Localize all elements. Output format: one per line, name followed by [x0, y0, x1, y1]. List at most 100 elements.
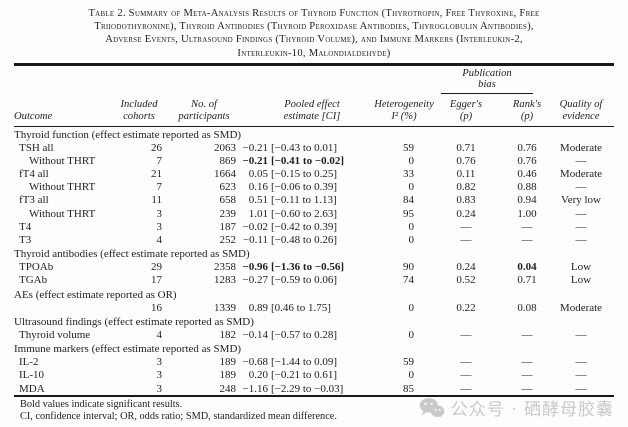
participants-cell: 2063 [214, 142, 236, 155]
section-row: Thyroid antibodies (effect estimate repo… [14, 248, 614, 261]
outcome-cell: T3 [19, 233, 32, 246]
section-row: AEs (effect estimate reported as OR) [14, 289, 614, 302]
ranks-p-cell: 0.46 [517, 168, 537, 181]
heterogeneity-cell: 0 [408, 181, 415, 194]
ranks-p-cell: 0.76 [517, 155, 537, 168]
participants-cell: 187 [219, 220, 237, 233]
quality-cell: Very low [560, 194, 602, 207]
section-label: AEs (effect estimate reported as OR) [14, 288, 177, 301]
eggers-p-cell: — [460, 382, 472, 395]
eggers-p-cell: 0.76 [456, 155, 476, 168]
footnote-bold-values: Bold values indicate significant results… [20, 399, 183, 410]
effect-value: −0.02 [242, 220, 268, 233]
effect-value: −1.16 [242, 382, 268, 395]
confidence-interval: [−0.06 to 0.39] [271, 181, 338, 194]
header-rule [14, 126, 614, 128]
effect-value: 0.20 [248, 369, 268, 382]
effect-value: 1.01 [248, 207, 268, 220]
ranks-p-cell: — [521, 233, 533, 246]
effect-estimate-cell: 0.20 [−0.21 to 0.61] [242, 369, 382, 382]
effect-estimate-cell: −0.02 [−0.42 to 0.39] [242, 221, 382, 234]
effect-estimate-cell: 0.89 [0.46 to 1.75] [242, 302, 382, 315]
outcome-cell: TSH all [19, 142, 54, 155]
eggers-p-cell: — [460, 233, 472, 246]
outcome-cell: fT4 all [19, 168, 49, 181]
effect-value: −0.21 [242, 155, 268, 168]
effect-value: −0.21 [242, 142, 268, 155]
quality-cell: — [575, 207, 587, 220]
confidence-interval: [−2.29 to −0.03] [271, 382, 344, 395]
effect-estimate-cell: −0.21 [−0.41 to −0.02] [242, 155, 382, 168]
cohorts-cell: 7 [156, 181, 163, 194]
heterogeneity-cell: 90 [403, 261, 414, 274]
quality-cell: — [575, 356, 587, 369]
table-title: Table 2. Summary of Meta-Analysis Result… [88, 8, 540, 59]
table-body: Thyroid function (effect estimate report… [14, 129, 614, 396]
effect-estimate-cell: −0.14 [−0.57 to 0.28] [242, 329, 382, 342]
heterogeneity-cell: 0 [408, 155, 415, 168]
confidence-interval: [−0.48 to 0.26] [271, 233, 338, 246]
column-header-effect: Pooled effect estimate [CI] [283, 99, 341, 122]
eggers-p-cell: 0.82 [456, 181, 476, 194]
quality-cell: Moderate [559, 168, 603, 181]
confidence-interval: [−0.11 to 1.13] [271, 194, 337, 207]
effect-estimate-cell: 0.51 [−0.11 to 1.13] [242, 194, 382, 207]
confidence-interval: [−0.60 to 2.63] [271, 207, 338, 220]
table-row: 16 1339 0.89 [0.46 to 1.75] 0 0.22 0.08 Moderat… [14, 302, 614, 315]
cohorts-cell: 21 [151, 168, 162, 181]
eggers-p-cell: 0.83 [456, 194, 476, 207]
section-label: Immune markers (effect estimate reported… [14, 343, 242, 356]
participants-cell: 1339 [214, 301, 236, 314]
outcome-cell [14, 302, 112, 315]
effect-estimate-cell: −0.21 [−0.43 to 0.01] [242, 142, 382, 155]
effect-estimate-cell: −0.11 [−0.48 to 0.26] [242, 234, 382, 247]
cohorts-cell: 3 [156, 382, 163, 395]
heterogeneity-cell: 0 [408, 369, 415, 382]
column-header-heterogeneity: Heterogeneity I² (%) [374, 99, 434, 122]
ranks-p-cell: 0.88 [517, 181, 537, 194]
ranks-p-cell: — [521, 328, 533, 341]
eggers-p-cell: — [460, 328, 472, 341]
section-row: Thyroid function (effect estimate report… [14, 129, 614, 142]
outcome-cell: IL-10 [19, 369, 45, 382]
quality-cell: — [575, 382, 587, 395]
outcome-cell: T4 [19, 220, 32, 233]
eggers-p-cell: 0.11 [456, 168, 476, 181]
outcome-cell: MDA [19, 382, 45, 395]
confidence-interval: [−0.59 to 0.06] [271, 274, 338, 287]
section-row: Ultrasound findings (effect estimate rep… [14, 316, 614, 329]
participants-cell: 248 [219, 382, 237, 395]
heterogeneity-cell: 84 [403, 194, 414, 207]
effect-estimate-cell: −0.27 [−0.59 to 0.06] [242, 274, 382, 287]
heterogeneity-cell: 74 [403, 274, 414, 287]
participants-cell: 1664 [214, 168, 236, 181]
heterogeneity-cell: 59 [403, 142, 414, 155]
confidence-interval: [−1.44 to 0.09] [271, 356, 338, 369]
section-label: Thyroid function (effect estimate report… [14, 129, 242, 141]
cohorts-cell: 4 [156, 233, 163, 246]
outcome-cell: Without THRT [29, 181, 96, 194]
table-row: T4 3 187 −0.02 [−0.42 to 0.39] 0 — — — [14, 221, 614, 234]
heterogeneity-cell: 0 [408, 233, 415, 246]
participants-cell: 623 [219, 181, 237, 194]
effect-estimate-cell: 0.05 [−0.15 to 0.25] [242, 168, 382, 181]
outcome-cell: Without THRT [29, 155, 96, 168]
heterogeneity-cell: 0 [408, 301, 415, 314]
heterogeneity-cell: 0 [408, 328, 415, 341]
table-row: TGAb 17 1283 −0.27 [−0.59 to 0.06] 74 0.52 0.71… [14, 274, 614, 287]
confidence-interval: [−0.43 to 0.01] [271, 142, 338, 155]
quality-cell: — [575, 328, 587, 341]
confidence-interval: [0.46 to 1.75] [271, 301, 331, 314]
eggers-p-cell: — [460, 220, 472, 233]
quality-cell: Low [570, 261, 592, 274]
ranks-p-cell: 1.00 [517, 207, 537, 220]
ranks-p-cell: 0.04 [517, 261, 537, 274]
quality-cell: Low [570, 274, 592, 287]
outcome-cell: Without THRT [29, 207, 96, 220]
cohorts-cell: 4 [156, 328, 163, 341]
effect-estimate-cell: −0.68 [−1.44 to 0.09] [242, 356, 382, 369]
confidence-interval: [−0.15 to 0.25] [271, 168, 338, 181]
quality-cell: Moderate [559, 301, 603, 314]
table-row: fT4 all 21 1664 0.05 [−0.15 to 0.25] 33 0.11 0.… [14, 168, 614, 181]
effect-value: −0.27 [242, 274, 268, 287]
